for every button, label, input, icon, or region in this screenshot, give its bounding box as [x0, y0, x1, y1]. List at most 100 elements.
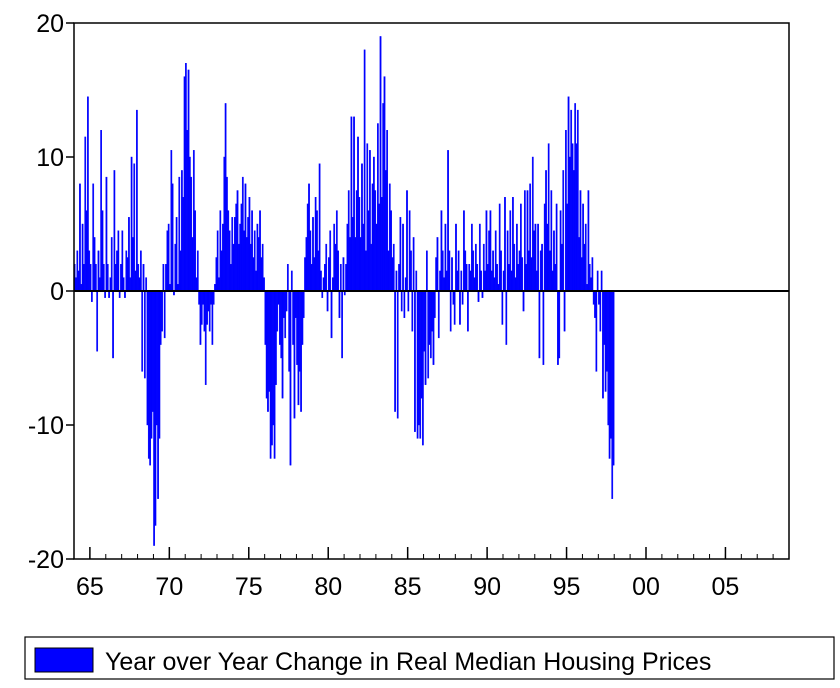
bar	[326, 290, 329, 312]
bar	[191, 237, 194, 292]
bar	[296, 290, 298, 365]
bar	[218, 277, 220, 292]
bar	[506, 230, 509, 292]
bar	[146, 290, 149, 426]
bar	[279, 290, 281, 345]
bar	[331, 277, 334, 292]
bar	[325, 243, 328, 292]
bar	[337, 250, 340, 292]
bar	[569, 156, 571, 292]
bar	[510, 270, 513, 292]
bar	[367, 210, 370, 292]
y-tick-label: 0	[50, 278, 64, 306]
bar	[414, 290, 416, 432]
bar	[451, 257, 453, 292]
bar	[243, 230, 245, 292]
x-tick-label: 00	[632, 573, 660, 601]
bar	[224, 103, 227, 292]
bar	[102, 264, 105, 292]
bar	[153, 290, 155, 546]
bar	[433, 290, 436, 318]
bar	[142, 264, 145, 292]
bar	[163, 290, 166, 339]
bar	[129, 277, 132, 292]
bar	[541, 243, 543, 292]
bar	[341, 290, 343, 359]
bar	[578, 237, 580, 292]
bar	[476, 264, 479, 292]
bar	[459, 290, 461, 325]
bar	[108, 290, 110, 298]
bar	[504, 196, 506, 292]
bar	[314, 196, 317, 292]
bar	[361, 163, 363, 292]
y-tick-label: -20	[28, 546, 64, 574]
bar	[178, 176, 181, 292]
bar	[538, 290, 541, 359]
bar	[604, 290, 607, 392]
bar	[267, 290, 269, 412]
bar	[410, 250, 412, 292]
bar	[104, 290, 106, 298]
legend-swatch	[34, 647, 94, 673]
x-tick-label: 65	[76, 573, 104, 601]
bar	[467, 290, 469, 332]
bar	[598, 290, 600, 305]
bar	[334, 243, 337, 292]
bar	[537, 223, 539, 292]
bar	[165, 264, 167, 292]
bar	[77, 270, 80, 292]
bar	[468, 264, 471, 292]
bar	[272, 290, 275, 426]
bar	[505, 290, 508, 345]
bar	[392, 243, 395, 292]
bar	[97, 250, 100, 292]
bar	[607, 290, 610, 426]
bar	[161, 290, 163, 332]
bar	[439, 270, 441, 292]
legend-box	[24, 636, 835, 680]
bar	[227, 210, 230, 292]
bar	[595, 290, 598, 372]
bar	[240, 203, 243, 292]
bar	[436, 237, 439, 292]
bar	[558, 290, 561, 359]
bar	[460, 270, 463, 292]
bar	[481, 290, 484, 298]
bar	[126, 257, 129, 292]
bar	[198, 290, 200, 305]
bar	[549, 250, 551, 292]
legend: Year over Year Change in Real Median Hou…	[24, 636, 835, 680]
x-tick-label: 80	[314, 573, 342, 601]
bar	[517, 264, 520, 292]
bar	[159, 290, 162, 345]
bar	[118, 290, 121, 298]
bar	[464, 250, 467, 292]
bar	[263, 277, 265, 292]
bar	[461, 290, 464, 305]
bar	[136, 109, 138, 292]
bar	[247, 217, 249, 292]
y-tick-label: 10	[36, 144, 64, 172]
bar	[453, 290, 456, 325]
bar	[79, 183, 81, 292]
bar	[117, 230, 120, 292]
bar	[575, 143, 578, 292]
bar	[139, 250, 142, 292]
bar	[465, 264, 468, 292]
bar	[402, 223, 404, 292]
bar	[582, 203, 584, 292]
bar	[321, 290, 324, 298]
bar	[497, 284, 500, 292]
bar	[419, 290, 422, 439]
bar	[396, 290, 399, 419]
bar	[471, 223, 473, 292]
bar	[546, 223, 549, 292]
bar	[612, 290, 615, 466]
bar	[493, 277, 496, 292]
bar	[562, 170, 565, 292]
bar	[100, 129, 103, 292]
bar	[338, 290, 341, 318]
